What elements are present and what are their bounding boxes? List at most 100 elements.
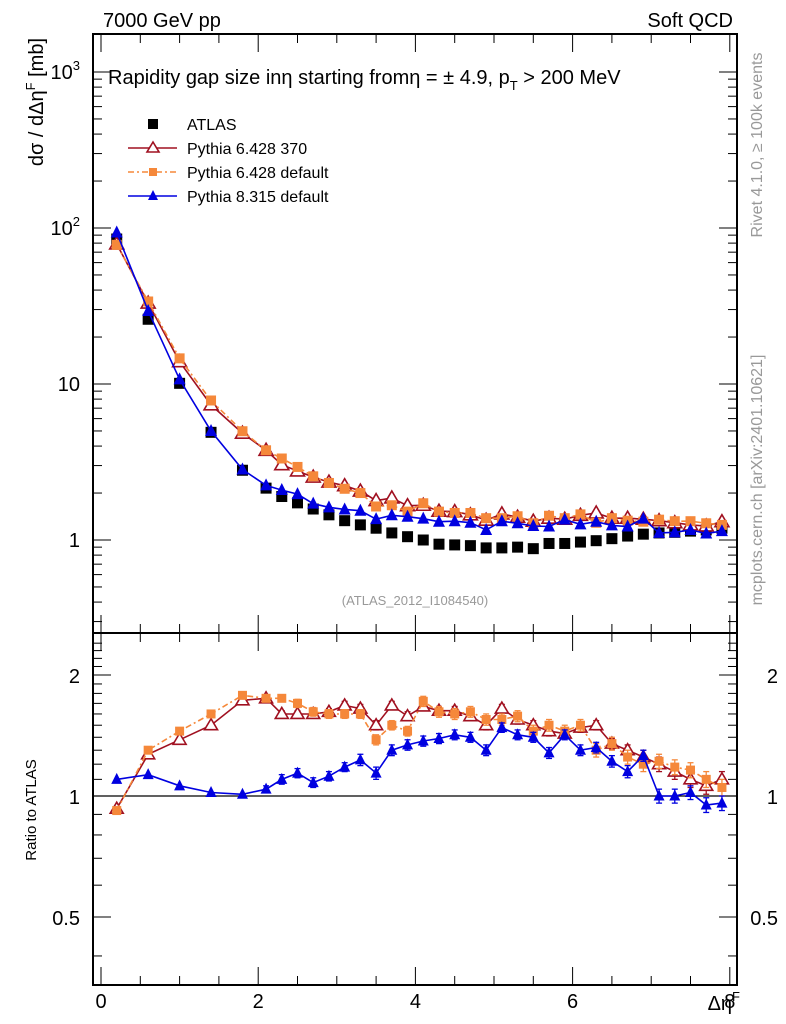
ratio-y-tick-label-right: 2 bbox=[767, 666, 778, 688]
x-tick-label: 0 bbox=[95, 991, 106, 1013]
plot-title-tail: > 200 MeV bbox=[518, 67, 622, 89]
ratio-data-point bbox=[464, 730, 476, 742]
ratio-data-point bbox=[686, 765, 695, 775]
ratio-y-tick-label-left: 2 bbox=[69, 666, 80, 688]
ratio-data-point bbox=[143, 745, 153, 755]
legend-marker bbox=[148, 119, 158, 129]
data-point bbox=[237, 426, 248, 437]
ratio-series-pythia-8-315-default bbox=[111, 721, 728, 814]
ratio-data-point bbox=[371, 735, 381, 745]
ratio-data-point bbox=[112, 806, 122, 816]
ratio-data-point bbox=[450, 709, 460, 719]
data-point bbox=[684, 522, 697, 535]
data-point bbox=[173, 372, 186, 385]
ratio-data-point bbox=[237, 690, 247, 700]
ratio-data-point bbox=[171, 731, 188, 746]
series-pythia-6-428-370 bbox=[108, 235, 731, 532]
mcplots-label: mcplots.cern.ch [arXiv:2401.10621] bbox=[749, 355, 766, 606]
ratio-data-point bbox=[273, 705, 290, 720]
data-point bbox=[417, 511, 430, 524]
ratio-data-point bbox=[669, 789, 681, 801]
data-point bbox=[370, 522, 382, 534]
ratio-data-point bbox=[307, 776, 319, 788]
ratio-data-point bbox=[654, 756, 664, 766]
data-point bbox=[621, 519, 634, 532]
main-y-axis-label-sup: F bbox=[23, 82, 38, 90]
ratio-data-point bbox=[449, 728, 461, 740]
series-line bbox=[115, 232, 723, 535]
data-point bbox=[110, 225, 123, 238]
ratio-panel-frame bbox=[92, 632, 738, 986]
x-axis-label-main: Δη bbox=[708, 993, 732, 1015]
data-point bbox=[432, 514, 445, 527]
ratio-data-point bbox=[481, 714, 491, 724]
x-tick-label: 4 bbox=[410, 991, 421, 1013]
ratio-data-point bbox=[497, 714, 507, 724]
data-point bbox=[142, 313, 154, 325]
ratio-data-point bbox=[387, 720, 397, 730]
data-point bbox=[700, 526, 713, 539]
legend-label: ATLAS bbox=[187, 117, 237, 134]
data-point bbox=[543, 519, 556, 532]
ratio-data-point bbox=[685, 786, 696, 798]
data-point bbox=[205, 423, 218, 436]
data-point bbox=[276, 453, 287, 464]
data-point bbox=[559, 537, 571, 549]
data-point bbox=[575, 509, 586, 520]
data-point bbox=[418, 498, 429, 509]
data-point bbox=[323, 477, 334, 488]
data-point bbox=[449, 507, 460, 518]
data-point bbox=[496, 542, 508, 554]
data-point bbox=[715, 524, 728, 537]
x-tick-label: 2 bbox=[253, 991, 264, 1013]
ratio-data-point bbox=[590, 741, 602, 753]
data-point bbox=[653, 525, 666, 538]
ratio-data-point bbox=[588, 717, 605, 731]
data-point bbox=[590, 514, 603, 527]
data-point bbox=[142, 303, 155, 316]
plot-title: Rapidity gap size inη starting fromη = ±… bbox=[108, 67, 621, 93]
data-point bbox=[512, 541, 524, 553]
series-line bbox=[116, 244, 722, 526]
data-point bbox=[433, 506, 444, 517]
ratio-data-point bbox=[260, 782, 272, 794]
legend-label: Pythia 6.428 370 bbox=[187, 141, 307, 158]
ratio-data-point bbox=[111, 772, 123, 784]
legend-label: Pythia 6.428 default bbox=[187, 165, 329, 182]
data-point bbox=[371, 501, 382, 512]
data-point bbox=[339, 515, 351, 527]
data-point bbox=[668, 525, 681, 538]
data-point bbox=[236, 462, 249, 475]
data-point bbox=[308, 471, 319, 482]
series-pythia-6-428-default bbox=[111, 239, 727, 530]
legend-item: Pythia 8.315 default bbox=[128, 189, 329, 206]
data-point bbox=[448, 514, 461, 527]
ratio-data-point bbox=[544, 720, 554, 730]
data-point bbox=[637, 528, 649, 540]
ratio-data-point bbox=[340, 709, 350, 719]
ratio-data-point bbox=[701, 774, 711, 784]
data-point bbox=[464, 540, 476, 552]
ratio-axis-ticks: 2 2 1 1 0.5 0.5 0 2 4 6 8 bbox=[52, 633, 778, 1013]
data-point bbox=[370, 512, 383, 525]
data-point bbox=[307, 496, 320, 509]
ratio-data-point bbox=[653, 789, 665, 801]
header-left: 7000 GeV pp bbox=[103, 10, 221, 32]
legend-label: Pythia 8.315 default bbox=[187, 189, 329, 206]
ratio-y-tick-label-right: 0.5 bbox=[750, 908, 778, 930]
data-point bbox=[480, 542, 492, 554]
x-tick-label: 6 bbox=[567, 991, 578, 1013]
ratio-data-point bbox=[261, 693, 271, 703]
data-point bbox=[354, 503, 367, 516]
ratio-data-point bbox=[289, 705, 306, 720]
plot-title-main: Rapidity gap size inη starting fromη = ±… bbox=[108, 67, 510, 89]
data-point bbox=[260, 478, 273, 491]
main-y-tick-label: 103 bbox=[51, 58, 80, 84]
x-axis-label: ΔηF bbox=[708, 989, 740, 1015]
ratio-y-tick-label-left: 1 bbox=[69, 787, 80, 809]
data-point bbox=[385, 508, 398, 521]
data-point bbox=[685, 516, 696, 527]
ratio-data-point bbox=[236, 787, 248, 799]
data-point bbox=[465, 507, 476, 518]
